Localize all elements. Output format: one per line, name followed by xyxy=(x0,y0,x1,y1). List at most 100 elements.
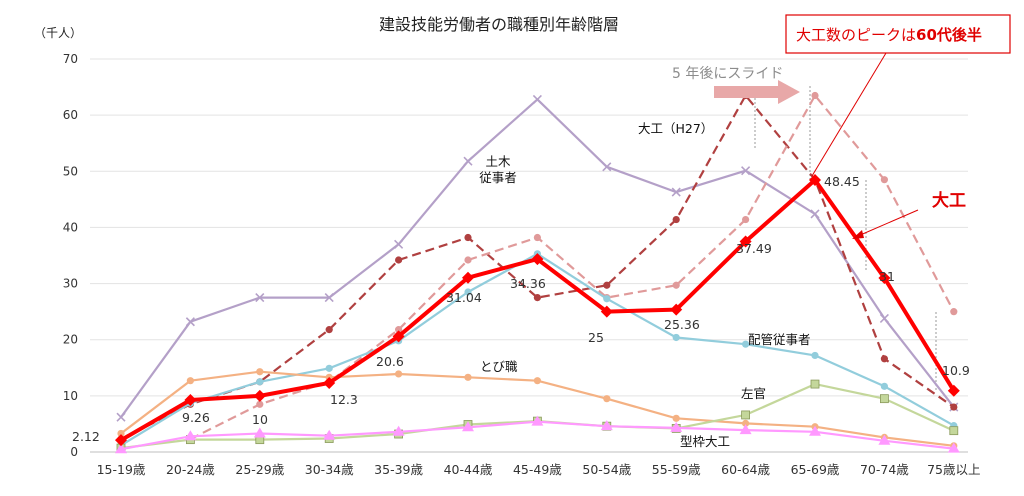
x-tick-label: 55-59歳 xyxy=(652,462,701,477)
data-point xyxy=(462,421,474,432)
data-point xyxy=(325,326,333,334)
data-label-layer: 2.12 9.26 10 12.3 20.6 31.04 34.36 25 25.36 37.49… xyxy=(72,174,970,444)
data-point xyxy=(809,425,821,436)
data-point xyxy=(809,173,821,186)
data-point xyxy=(878,434,891,445)
series-label-katawaku: 型枠大工 xyxy=(680,434,730,449)
series-line xyxy=(120,420,954,451)
data-label: 37.49 xyxy=(736,241,772,256)
data-label: 2.12 xyxy=(72,429,100,444)
series-label-haikan: 配管従事者 xyxy=(748,332,811,347)
data-point xyxy=(117,429,125,438)
x-axis-ticks: 15-19歳 20-24歳 25-29歳 30-34歳 35-39歳 40-44歳 45-4… xyxy=(97,462,981,477)
series-label-doboku-2: 従事者 xyxy=(479,170,517,185)
data-point xyxy=(115,434,127,447)
peak-callout-pointer xyxy=(811,52,887,177)
data-label: 12.3 xyxy=(330,392,358,407)
data-point xyxy=(115,443,127,454)
series-6 xyxy=(115,415,960,454)
y-tick-label: 10 xyxy=(63,389,78,403)
data-point xyxy=(672,414,680,422)
series-label-doboku: 土木 xyxy=(485,154,511,169)
x-tick-label: 25-29歳 xyxy=(235,462,284,477)
peak-callout-box xyxy=(785,14,1011,54)
series-label-daiku-h27: 大工（H27） xyxy=(638,121,713,136)
shift-arrow-icon xyxy=(714,80,800,104)
series-label-tobi: とび職 xyxy=(480,359,518,374)
data-point xyxy=(395,326,403,334)
y-tick-label: 30 xyxy=(63,277,78,291)
data-point xyxy=(878,271,891,284)
data-point xyxy=(602,162,612,172)
arrow-head-icon xyxy=(852,230,864,239)
data-label: 25 xyxy=(588,330,604,345)
data-point xyxy=(464,288,472,296)
y-axis-ticks: 0 10 20 30 40 50 60 70 xyxy=(63,52,78,459)
data-point xyxy=(533,233,542,242)
data-point xyxy=(395,370,403,378)
x-tick-label: 45-49歳 xyxy=(513,462,562,477)
data-point xyxy=(531,253,544,266)
data-label: 31 xyxy=(879,269,895,284)
series-line xyxy=(189,94,955,441)
data-point xyxy=(533,294,542,302)
data-label: 31.04 xyxy=(446,290,482,305)
data-point xyxy=(947,442,960,453)
peak-callout-text: 大工数のピークは60代後半 xyxy=(796,26,982,44)
data-point xyxy=(323,376,336,389)
data-point xyxy=(739,235,752,248)
data-point xyxy=(184,430,197,441)
data-point xyxy=(672,215,680,224)
x-tick-label: 70-74歳 xyxy=(860,462,909,477)
y-tick-label: 0 xyxy=(70,445,78,459)
data-point xyxy=(879,313,889,323)
y-tick-label: 60 xyxy=(63,108,78,122)
data-point xyxy=(531,415,544,426)
data-point xyxy=(325,364,333,372)
series-line xyxy=(119,178,956,442)
data-point xyxy=(392,330,405,343)
data-label: 25.36 xyxy=(664,317,700,332)
series-layer xyxy=(115,91,960,454)
data-point xyxy=(741,410,750,420)
data-point xyxy=(741,166,751,176)
data-point xyxy=(185,317,195,327)
x-tick-label: 75歳以上 xyxy=(927,462,980,477)
series-label-sakan: 左官 xyxy=(741,386,766,401)
y-tick-label: 70 xyxy=(63,52,78,66)
data-point xyxy=(810,209,820,219)
data-point xyxy=(256,378,264,386)
data-point xyxy=(186,377,194,385)
data-point xyxy=(742,340,750,348)
data-point xyxy=(949,426,959,436)
x-tick-label: 35-39歳 xyxy=(374,462,423,477)
data-label: 10.9 xyxy=(942,363,970,378)
data-point xyxy=(672,333,680,342)
data-point xyxy=(739,424,752,435)
data-label: 9.26 xyxy=(182,410,210,425)
data-point xyxy=(116,412,126,422)
daiku-series-label: 大工 xyxy=(932,190,966,211)
series-0 xyxy=(116,94,959,422)
data-point xyxy=(603,281,611,289)
chart-title: 建設技能労働者の職種別年齢階層 xyxy=(379,15,619,34)
data-point xyxy=(532,94,542,104)
data-point xyxy=(324,293,334,303)
data-point xyxy=(603,295,611,303)
data-point xyxy=(394,239,404,249)
x-tick-label: 30-34歳 xyxy=(305,462,354,477)
data-point xyxy=(742,215,750,224)
y-tick-label: 50 xyxy=(63,164,78,178)
data-point xyxy=(600,420,613,431)
y-tick-label: 40 xyxy=(63,220,78,234)
data-point xyxy=(811,91,819,100)
data-point xyxy=(323,429,336,440)
data-point xyxy=(253,389,266,402)
data-point xyxy=(671,187,681,197)
data-point xyxy=(392,425,405,436)
data-point xyxy=(603,395,611,403)
daiku-label-pointer xyxy=(857,209,919,237)
x-tick-label: 60-64歳 xyxy=(721,462,770,477)
data-point xyxy=(255,293,265,303)
data-point xyxy=(600,305,613,318)
